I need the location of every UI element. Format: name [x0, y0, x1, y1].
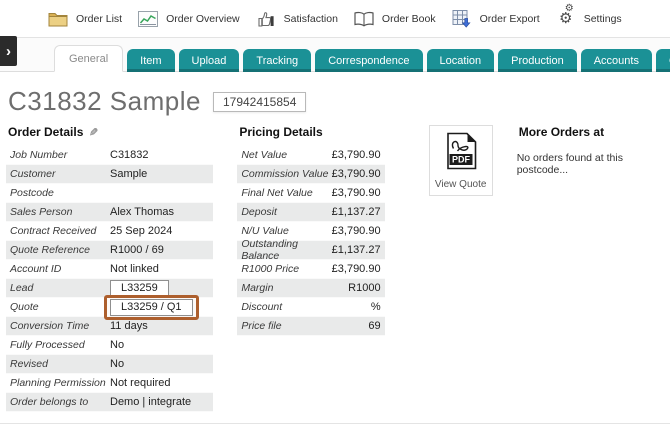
toolbar-item-label: Settings [583, 12, 622, 25]
title-row: C31832 Sample 17942415854 [8, 86, 664, 117]
top-toolbar: Order List Order Overview Satisfaction O… [0, 0, 670, 38]
section-title: Order Details [8, 125, 84, 139]
sidebar-toggle[interactable]: › [0, 36, 17, 66]
toolbar-item-order-overview[interactable]: Order Overview [138, 9, 240, 29]
table-row: Fully Processed No [6, 336, 214, 355]
gear-small-icon: ⚙ [564, 2, 574, 14]
section-title: Pricing Details [239, 125, 323, 139]
page-bottom-divider [0, 423, 670, 424]
table-row: Margin R1000 [237, 279, 385, 298]
toolbar-item-label: Order Export [479, 12, 540, 25]
table-row: Planning Permission Not required [6, 374, 214, 393]
tab-correspondence[interactable]: Correspondence [315, 49, 423, 72]
svg-text:PDF: PDF [452, 155, 471, 165]
page-title: C31832 Sample [8, 86, 201, 116]
section-title: More Orders at [518, 125, 605, 139]
chart-icon [138, 9, 159, 29]
table-row: Deposit £1,137.27 [237, 203, 385, 222]
annotation-highlight-box: L33259 / Q1 [104, 294, 199, 320]
edit-icon[interactable]: ✎ [89, 126, 99, 139]
book-icon [354, 9, 374, 29]
table-row: Price file 69 [237, 317, 385, 336]
folder-icon [48, 9, 68, 29]
table-row: Customer Sample [6, 165, 214, 184]
tab-general[interactable]: General [54, 45, 124, 72]
chevron-right-icon: › [6, 42, 11, 60]
pdf-icon: PDF [444, 132, 478, 174]
tab-tracking[interactable]: Tracking [243, 49, 312, 72]
table-row: Quote Reference R1000 / 69 [6, 241, 214, 260]
tab-accounts[interactable]: Accounts [580, 49, 652, 72]
toolbar-item-label: Order List [76, 12, 123, 25]
main-content: C31832 Sample 17942415854 Order Details … [0, 72, 670, 412]
pricing-details-section: Pricing Details Net Value £3,790.90 Commi… [237, 125, 385, 336]
toolbar-item-satisfaction[interactable]: Satisfaction [256, 9, 338, 29]
content-columns: Order Details ✎ Job Number C31832 Custome… [6, 125, 664, 412]
more-orders-section: More Orders at No orders found at this p… [517, 125, 664, 176]
view-quote-label: View Quote [434, 179, 487, 190]
table-row: Contract Received 25 Sep 2024 [6, 222, 214, 241]
toolbar-item-label: Order Overview [166, 12, 240, 25]
quote-link[interactable]: L33259 / Q1 [110, 298, 193, 316]
toolbar-item-order-list[interactable]: Order List [48, 9, 122, 29]
toolbar-item-order-book[interactable]: Order Book [354, 9, 436, 29]
tab-location[interactable]: Location [426, 49, 495, 72]
more-orders-heading: More Orders at [519, 125, 664, 139]
table-row: Commission Value £3,790.90 [237, 165, 385, 184]
tab-item[interactable]: Item [127, 49, 175, 72]
toolbar-item-settings[interactable]: ⚙ ⚙ Settings [556, 2, 622, 29]
table-row-lead: Lead L33259 [6, 279, 214, 298]
table-row: R1000 Price £3,790.90 [237, 260, 385, 279]
toolbar-item-label: Order Book [381, 12, 436, 25]
table-row: Revised No [6, 355, 214, 374]
table-row: N/U Value £3,790.90 [237, 222, 385, 241]
table-row: Net Value £3,790.90 [237, 146, 385, 165]
order-id-badge: 17942415854 [212, 91, 307, 112]
order-details-heading: Order Details ✎ [8, 125, 213, 139]
order-details-section: Order Details ✎ Job Number C31832 Custome… [6, 125, 214, 412]
gear-icon: ⚙ ⚙ [558, 2, 574, 27]
tabs: General Item Upload Tracking Corresponde… [54, 45, 670, 72]
tab-production[interactable]: Production [498, 49, 577, 72]
pricing-details-table: Net Value £3,790.90 Commission Value £3,79… [237, 146, 385, 336]
order-details-table: Job Number C31832 Customer Sample Postcode… [6, 146, 214, 412]
table-row: Order belongs to Demo | integrate [6, 393, 214, 412]
toolbar-item-label: Satisfaction [283, 12, 338, 25]
tab-bar: › General Item Upload Tracking Correspon… [0, 36, 670, 72]
tab-upload[interactable]: Upload [178, 49, 240, 72]
table-row: Job Number C31832 [6, 146, 214, 165]
table-row: Final Net Value £3,790.90 [237, 184, 385, 203]
table-row: Postcode [6, 184, 214, 203]
table-row-quote: Quote L33259 / Q1 [6, 294, 214, 320]
table-row: Sales Person Alex Thomas [6, 203, 214, 222]
table-row: Conversion Time 11 days [6, 317, 214, 336]
table-row: Discount% [237, 298, 385, 317]
more-orders-message: No orders found at this postcode... [516, 152, 623, 176]
pricing-details-heading: Pricing Details [239, 125, 384, 139]
export-icon [452, 9, 472, 29]
table-row: Account ID Not linked [6, 260, 214, 279]
toolbar-item-order-export[interactable]: Order Export [452, 9, 540, 29]
tab-output[interactable]: Output [655, 49, 670, 72]
view-quote-card[interactable]: PDF View Quote [428, 125, 493, 196]
table-row: Outstanding Balance £1,137.27 [237, 238, 385, 262]
thumbs-up-icon [256, 9, 276, 29]
